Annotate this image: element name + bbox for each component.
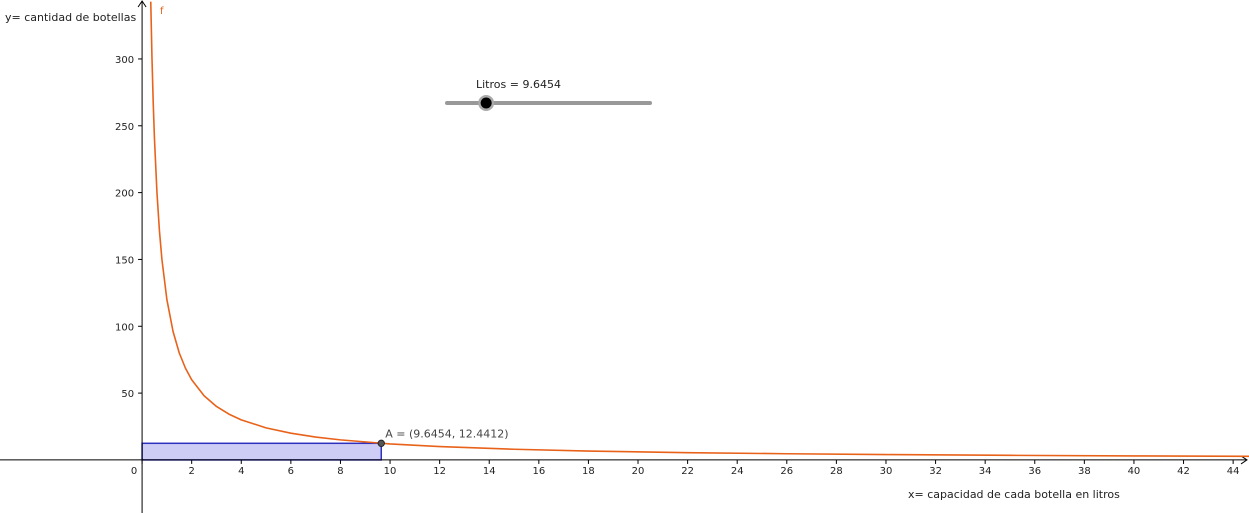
x-tick-label: 22 bbox=[681, 466, 694, 477]
point-label: A = (9.6454, 12.4412) bbox=[385, 427, 508, 440]
y-axis-arrow bbox=[137, 0, 147, 8]
y-tick-label: 150 bbox=[115, 255, 134, 266]
slider-knob[interactable] bbox=[480, 97, 492, 109]
area-rectangle bbox=[141, 442, 383, 461]
y-tick-label: 300 bbox=[115, 55, 134, 66]
x-tick-label: 24 bbox=[731, 466, 744, 477]
x-tick-label: 34 bbox=[979, 466, 992, 477]
x-tick-label: 28 bbox=[830, 466, 843, 477]
x-tick-label: 2 bbox=[188, 466, 194, 477]
x-tick-label: 4 bbox=[238, 466, 244, 477]
x-axis-label: x= capacidad de cada botella en litros bbox=[908, 488, 1120, 501]
y-tick-label: 200 bbox=[115, 189, 134, 200]
x-tick-label: 18 bbox=[582, 466, 595, 477]
y-tick-label: 250 bbox=[115, 122, 134, 133]
x-tick-label: 12 bbox=[433, 466, 446, 477]
y-tick-label: 100 bbox=[115, 322, 134, 333]
x-tick-label: 44 bbox=[1227, 466, 1240, 477]
x-tick-label: 30 bbox=[880, 466, 893, 477]
x-axis-arrow bbox=[1240, 455, 1248, 465]
y-tick-label: 50 bbox=[121, 389, 134, 400]
point-a bbox=[377, 439, 385, 448]
x-tick-label: 16 bbox=[532, 466, 545, 477]
function-curve bbox=[149, 1, 1249, 458]
x-tick-label: 10 bbox=[384, 466, 397, 477]
x-tick-label: 14 bbox=[483, 466, 496, 477]
x-tick-label: 32 bbox=[929, 466, 942, 477]
slider-label: Litros = 9.6454 bbox=[476, 78, 561, 91]
x-tick-label: 38 bbox=[1078, 466, 1091, 477]
x-tick-label: 0 bbox=[131, 466, 137, 477]
x-tick-label: 36 bbox=[1028, 466, 1041, 477]
y-axis-label: y= cantidad de botellas bbox=[5, 11, 136, 24]
x-tick-label: 8 bbox=[337, 466, 343, 477]
x-tick-label: 26 bbox=[780, 466, 793, 477]
x-tick-label: 6 bbox=[288, 466, 294, 477]
x-tick-label: 42 bbox=[1177, 466, 1190, 477]
x-tick-label: 40 bbox=[1128, 466, 1141, 477]
x-tick-label: 20 bbox=[632, 466, 645, 477]
curve-label: f bbox=[160, 6, 164, 17]
curve-group bbox=[149, 1, 1249, 458]
